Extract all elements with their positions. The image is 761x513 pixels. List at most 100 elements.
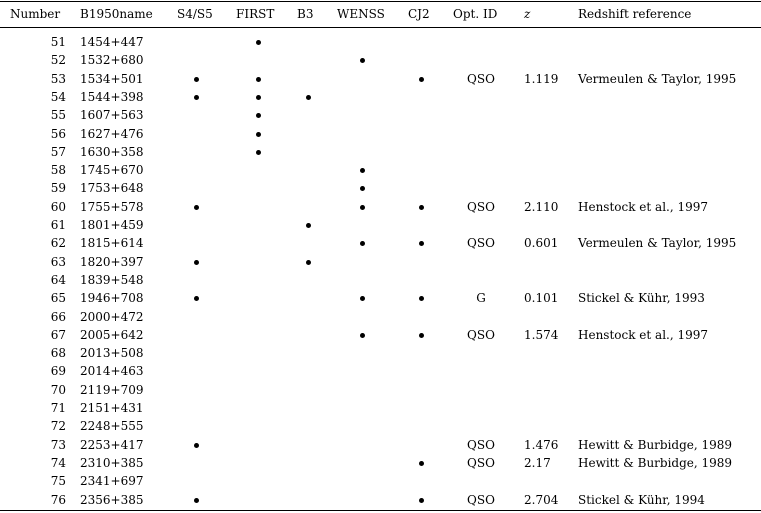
- row-name: 2005+642: [80, 327, 144, 342]
- header-first: FIRST: [236, 7, 275, 21]
- row-optid: G: [476, 291, 486, 306]
- row-number: 52: [50, 53, 66, 68]
- row-number: 53: [50, 71, 66, 86]
- row-name: 1532+680: [80, 53, 144, 68]
- header-cj2: CJ2: [408, 7, 430, 21]
- row-ref: Vermeulen & Taylor, 1995: [578, 71, 737, 86]
- bullet-icon: [359, 186, 365, 192]
- row-name: 2013+508: [80, 346, 144, 361]
- row-number: 69: [50, 364, 66, 379]
- row-ref: Henstock et al., 1997: [578, 199, 709, 214]
- row-name: 1745+670: [80, 163, 144, 178]
- row-name: 1755+578: [80, 199, 144, 214]
- row-name: 2356+385: [80, 492, 144, 507]
- header-number: Number: [10, 7, 61, 21]
- bullet-icon: [255, 76, 261, 82]
- header-ref: Redshift reference: [578, 7, 692, 21]
- row-name: 1815+614: [80, 236, 144, 251]
- row-name: 1946+708: [80, 291, 144, 306]
- bullet-icon: [305, 94, 311, 100]
- row-name: 1820+397: [80, 254, 144, 269]
- row-z: 0.101: [524, 291, 559, 306]
- row-number: 65: [50, 291, 66, 306]
- bullet-icon: [359, 204, 365, 210]
- row-number: 67: [50, 327, 66, 342]
- bullet-icon: [255, 113, 261, 119]
- row-number: 51: [50, 35, 66, 49]
- bullet-icon: [193, 76, 199, 82]
- row-z: 1.119: [524, 71, 559, 86]
- bullet-icon: [255, 131, 261, 137]
- row-z: 2.17: [524, 455, 551, 470]
- row-ref: Henstock et al., 1997: [578, 327, 709, 342]
- row-z: 0.601: [524, 236, 559, 251]
- bullet-icon: [418, 296, 424, 302]
- bullet-icon: [305, 223, 311, 228]
- header-z: z: [524, 7, 531, 21]
- row-number: 61: [50, 218, 66, 232]
- row-name: 2248+555: [80, 419, 144, 434]
- row-name: 2253+417: [80, 437, 144, 452]
- header-s4s5: S4/S5: [177, 7, 213, 21]
- row-name: 2310+385: [80, 455, 144, 470]
- row-name: 1454+447: [80, 35, 144, 49]
- row-optid: QSO: [467, 71, 495, 86]
- header-wenss: WENSS: [337, 7, 385, 21]
- row-number: 68: [50, 346, 66, 361]
- row-name: 1607+563: [80, 108, 144, 123]
- bullet-icon: [418, 241, 424, 247]
- row-number: 56: [50, 126, 66, 141]
- row-number: 62: [50, 236, 66, 251]
- row-z: 1.476: [524, 437, 559, 452]
- row-optid: QSO: [467, 437, 495, 452]
- row-optid: QSO: [467, 199, 495, 214]
- row-name: 1839+548: [80, 272, 144, 287]
- row-number: 54: [50, 89, 66, 104]
- row-number: 63: [50, 254, 66, 269]
- row-name: 1753+648: [80, 181, 144, 196]
- bullet-icon: [418, 204, 424, 210]
- bullet-icon: [193, 94, 199, 100]
- row-number: 58: [50, 163, 66, 178]
- row-ref: Stickel & Kühr, 1994: [578, 492, 705, 507]
- bullet-icon: [305, 259, 311, 265]
- bullet-icon: [418, 497, 424, 503]
- row-name: 1801+459: [80, 218, 144, 232]
- row-number: 76: [50, 492, 66, 507]
- bullet-icon: [255, 149, 261, 155]
- bullet-icon: [193, 497, 199, 503]
- bullet-icon: [255, 40, 261, 45]
- row-ref: Vermeulen & Taylor, 1995: [578, 236, 737, 251]
- row-name: 2000+472: [80, 309, 144, 324]
- row-z: 2.704: [524, 492, 559, 507]
- row-number: 74: [50, 455, 66, 470]
- bullet-icon: [359, 296, 365, 302]
- row-ref: Hewitt & Burbidge, 1989: [578, 437, 733, 452]
- header-name: B1950name: [80, 7, 153, 21]
- row-z: 2.110: [524, 199, 559, 214]
- row-number: 70: [50, 382, 66, 397]
- header-optid: Opt. ID: [453, 7, 498, 21]
- row-number: 59: [50, 181, 66, 196]
- row-number: 75: [50, 474, 66, 489]
- row-number: 64: [50, 272, 66, 287]
- bullet-icon: [418, 76, 424, 82]
- row-number: 55: [50, 108, 66, 123]
- bullet-icon: [359, 58, 365, 64]
- row-name: 2341+697: [80, 474, 144, 489]
- row-number: 72: [50, 419, 66, 434]
- row-number: 66: [50, 309, 66, 324]
- row-name: 2014+463: [80, 364, 144, 379]
- header-b3: B3: [297, 7, 314, 21]
- bullet-icon: [193, 204, 199, 210]
- row-ref: Hewitt & Burbidge, 1989: [578, 455, 733, 470]
- bullet-icon: [193, 442, 199, 448]
- bullet-icon: [359, 241, 365, 247]
- bullet-icon: [255, 94, 261, 100]
- row-z: 1.574: [524, 327, 559, 342]
- bullet-icon: [418, 460, 424, 466]
- row-name: 2151+431: [80, 401, 144, 415]
- row-number: 60: [50, 199, 66, 214]
- bottom-rule: [0, 510, 761, 511]
- header-rule: [0, 27, 761, 28]
